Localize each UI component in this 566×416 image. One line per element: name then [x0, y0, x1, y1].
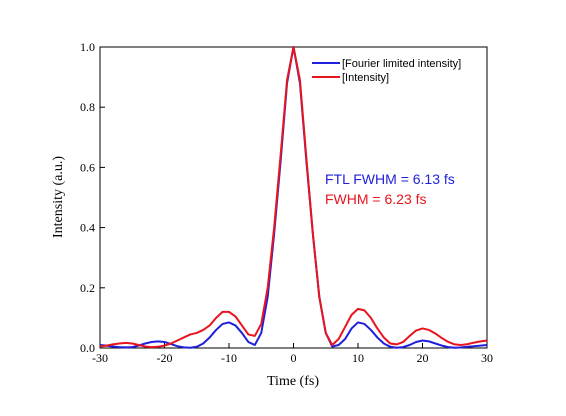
- x-axis-label: Time (fs): [267, 374, 319, 389]
- x-tick-label: -20: [157, 351, 173, 365]
- annotation: FWHM = 6.23 fs: [325, 191, 427, 207]
- line-series: [99, 46, 488, 349]
- legend-label: [Fourier limited intensity]: [342, 58, 461, 70]
- x-tick-label: 0: [291, 351, 297, 365]
- y-tick-label: 0.6: [80, 160, 95, 174]
- y-tick-label: 0.2: [80, 281, 95, 295]
- y-tick-label: 0.4: [80, 221, 95, 235]
- y-tick-label: 0.8: [80, 100, 95, 114]
- plot-frame: [99, 46, 488, 349]
- annotation: FTL FWHM = 6.13 fs: [325, 171, 455, 187]
- y-tick-label: 1.0: [80, 40, 95, 54]
- x-tick-label: 10: [352, 351, 364, 365]
- y-axis-label: Intensity (a.u.): [51, 156, 66, 238]
- legend-label: [Intensity]: [342, 72, 389, 84]
- x-tick-label: 30: [481, 351, 493, 365]
- line-series: [99, 46, 488, 349]
- y-tick-label: 0.0: [80, 341, 95, 355]
- x-tick-label: -30: [92, 351, 108, 365]
- x-tick-label: 20: [417, 351, 429, 365]
- x-tick-label: -10: [221, 351, 237, 365]
